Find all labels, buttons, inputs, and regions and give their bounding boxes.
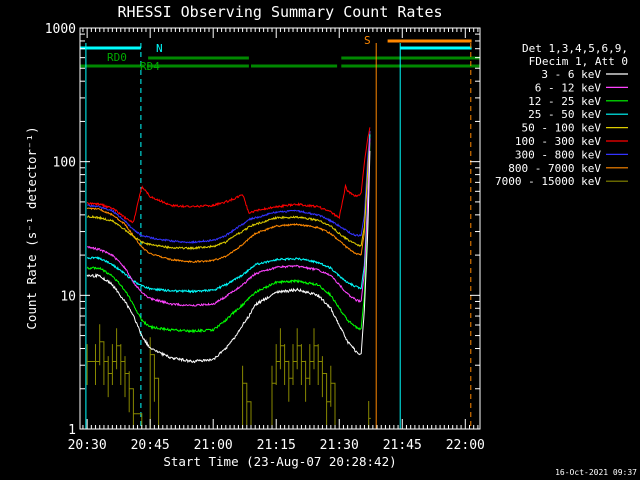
series-line [86,134,371,294]
x-axis-label: Start Time (23-Aug-07 20:28:42) [163,454,396,469]
legend-label: 800 - 7000 keV [508,162,601,175]
legend-label: 3 - 6 keV [541,68,601,81]
legend-label: 6 - 12 keV [535,81,602,94]
y-tick-label: 100 [53,156,76,171]
series-line [86,324,371,430]
chart-title: RHESSI Observing Summary Count Rates [117,3,442,21]
data-series [86,127,371,430]
axis-ticks: 1 10 100 1000 20:30 20:45 21:00 21:15 21:30 21:45… [45,22,485,453]
y-tick-label: 10 [60,289,76,304]
flag-label-n: N [156,42,163,55]
legend-label: 100 - 300 keV [515,135,601,148]
flag-labels: RD0 RD4 N S [107,34,371,73]
legend-header: Det 1,3,4,5,6,9, [522,42,628,55]
legend-label: 25 - 50 keV [528,108,601,121]
x-tick-label: 20:45 [131,438,170,453]
legend-header: FDecim 1, Att 0 [529,55,628,68]
x-tick-label: 22:00 [446,438,485,453]
series-line [87,134,371,251]
y-axis-label: Count Rate (s⁻¹ detector⁻¹) [24,126,39,329]
x-tick-label: 21:00 [194,438,233,453]
flag-label-rd0: RD0 [107,51,127,64]
series-line [87,130,371,245]
y-tick-label: 1000 [45,22,76,37]
series-line [86,138,371,307]
series-line [86,150,371,364]
legend-label: 12 - 25 keV [528,95,601,108]
flag-label-s: S [364,34,371,47]
series-line [86,130,371,264]
legend-label: 50 - 100 keV [522,122,602,135]
x-tick-label: 20:30 [68,438,107,453]
legend: Det 1,3,4,5,6,9,FDecim 1, Att 03 - 6 keV… [495,42,628,188]
flag-label-rd4: RD4 [140,60,160,73]
series-line [86,142,371,334]
x-tick-label: 21:15 [257,438,296,453]
x-tick-label: 21:45 [383,438,422,453]
y-tick-label: 1 [68,423,76,438]
legend-label: 7000 - 15000 keV [495,175,601,188]
x-tick-label: 21:30 [320,438,359,453]
series-line [87,127,371,224]
plot-timestamp: 16-Oct-2021 09:37 [555,468,637,477]
legend-label: 300 - 800 keV [515,148,601,161]
